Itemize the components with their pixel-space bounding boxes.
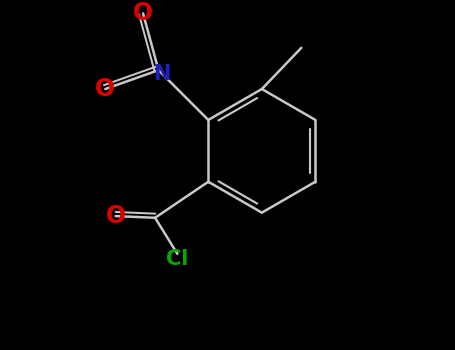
- Text: O: O: [106, 204, 126, 228]
- Text: O: O: [95, 77, 116, 101]
- Text: N: N: [153, 64, 171, 84]
- Text: O: O: [133, 1, 153, 26]
- Text: Cl: Cl: [166, 249, 188, 269]
